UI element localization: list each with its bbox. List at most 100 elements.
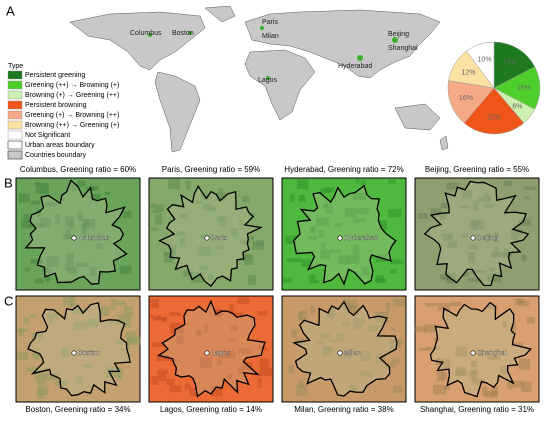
texture — [472, 270, 487, 274]
texture — [67, 266, 77, 274]
texture — [487, 304, 497, 310]
texture — [469, 219, 479, 231]
texture — [518, 358, 531, 370]
texture — [388, 208, 402, 218]
pie-value-label: 22% — [487, 115, 501, 122]
texture — [46, 256, 59, 267]
texture — [82, 363, 93, 368]
texture — [338, 255, 349, 265]
legend-swatch — [7, 120, 23, 130]
texture — [152, 342, 165, 347]
legend-title: Type — [8, 63, 23, 70]
texture — [197, 246, 212, 257]
pie-value-label: 6% — [512, 103, 522, 110]
texture — [298, 316, 308, 321]
texture — [219, 215, 227, 227]
tile-city-label: Boston — [78, 350, 100, 357]
texture — [442, 358, 450, 370]
texture — [78, 180, 86, 187]
texture — [456, 366, 465, 376]
texture — [89, 185, 99, 191]
texture — [45, 202, 58, 207]
texture — [81, 222, 87, 234]
city-marker — [204, 235, 210, 241]
texture — [523, 186, 537, 191]
texture — [314, 279, 320, 284]
texture — [123, 306, 133, 317]
texture — [127, 337, 141, 345]
texture — [352, 318, 365, 325]
satellite-tile — [148, 177, 274, 291]
texture — [473, 200, 479, 211]
texture — [499, 365, 508, 374]
texture — [169, 312, 182, 316]
texture — [96, 243, 103, 250]
city-marker — [470, 350, 476, 356]
texture — [307, 235, 318, 240]
texture — [326, 314, 335, 319]
texture — [286, 258, 301, 263]
texture — [491, 251, 505, 258]
city-marker — [470, 235, 476, 241]
texture — [320, 333, 331, 340]
texture — [455, 346, 467, 357]
tile-caption: Milan, Greening ratio = 38% — [294, 405, 393, 414]
texture — [209, 206, 217, 212]
tile-caption: Columbus, Greening ratio = 60% — [20, 165, 136, 174]
city-marker — [71, 350, 77, 356]
texture — [42, 268, 52, 274]
map-city-label: Boston — [172, 30, 194, 37]
texture — [502, 321, 507, 328]
pie-slice — [463, 87, 525, 135]
texture — [459, 205, 470, 209]
texture — [320, 188, 331, 194]
texture — [256, 240, 265, 246]
texture — [150, 298, 159, 309]
texture — [301, 259, 311, 267]
legend-label: Persistent browning — [25, 102, 87, 109]
texture — [417, 213, 428, 219]
texture — [444, 386, 450, 390]
texture — [46, 313, 59, 319]
texture — [152, 317, 166, 321]
texture — [479, 350, 484, 357]
texture — [282, 277, 293, 283]
texture — [471, 378, 484, 385]
texture — [440, 213, 446, 220]
legend-label: Browning (+) → Greening (++) — [25, 92, 119, 99]
texture — [216, 359, 223, 366]
map-city-labels: Columbus Boston Paris Milan Lagos Hyderabad Be… — [130, 19, 418, 84]
texture — [29, 314, 37, 318]
texture — [488, 267, 495, 272]
texture — [437, 371, 444, 382]
texture — [164, 251, 174, 263]
texture — [344, 208, 357, 218]
texture — [487, 355, 501, 360]
texture — [38, 385, 49, 396]
texture — [468, 244, 478, 250]
legend-label: Not Significant — [25, 132, 70, 139]
legend-label: Greening (++) → Browning (+) — [25, 82, 119, 89]
texture — [497, 273, 502, 283]
texture — [391, 357, 401, 364]
tile-city-label: Paris — [211, 235, 227, 242]
texture — [73, 321, 87, 330]
texture — [471, 371, 478, 382]
pie-chart: 17% 15% 6% 22% 16% 12%10% — [447, 41, 541, 135]
texture — [288, 365, 294, 374]
texture — [45, 275, 50, 282]
texture — [259, 358, 270, 368]
texture — [296, 179, 309, 190]
texture — [244, 254, 254, 265]
texture — [125, 340, 131, 351]
texture — [524, 196, 530, 200]
legend-swatch — [7, 110, 23, 120]
texture — [36, 378, 47, 386]
texture — [21, 220, 33, 229]
texture — [222, 350, 236, 359]
texture — [158, 373, 166, 382]
texture — [167, 178, 181, 190]
tile-caption: Lagos, Greening ratio = 14% — [160, 405, 262, 414]
texture — [353, 244, 360, 255]
